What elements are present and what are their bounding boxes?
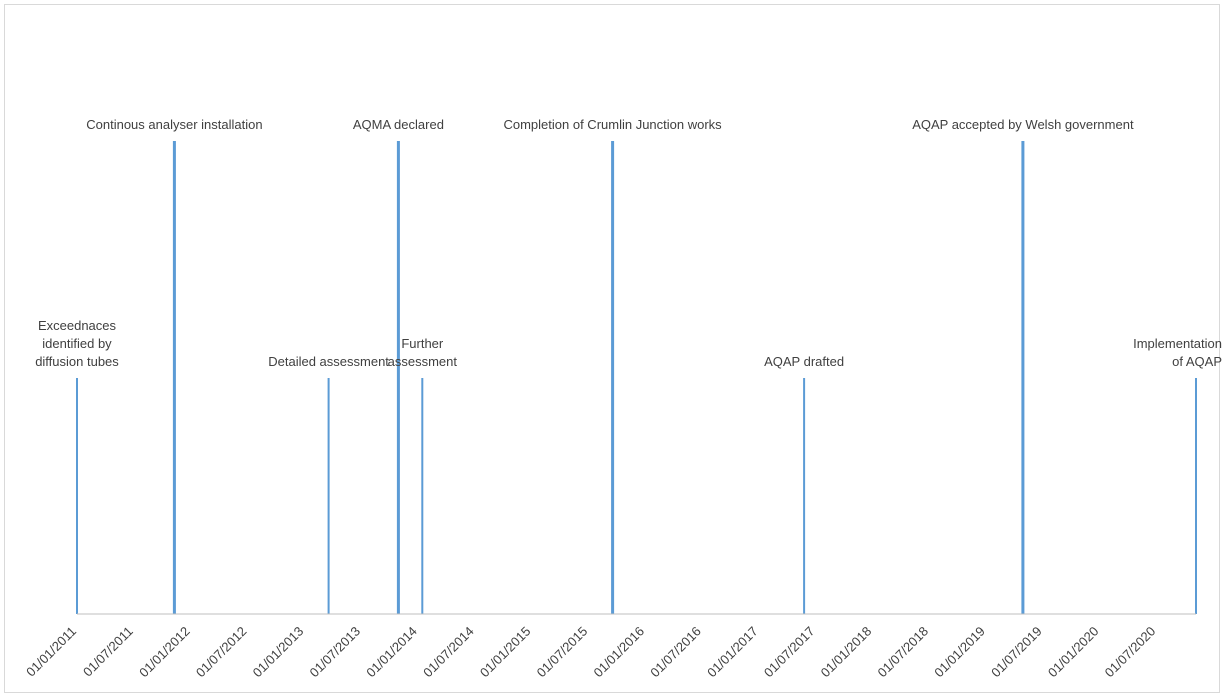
event-label-line: identified by [42,336,112,351]
x-tick-label: 01/07/2014 [420,624,477,681]
event-label: AQMA declared [353,117,444,132]
event-bar [421,378,424,614]
event-bar [172,141,176,614]
event-label-line: assessment [388,354,458,369]
x-tick-label: 01/07/2011 [80,624,136,680]
x-axis-tick-labels: 01/01/2011 01/07/2011 01/01/2012 01/07/2012… [23,624,1158,681]
event-label: Continous analyser installation [86,117,262,132]
event-label-line: Completion of Crumlin Junction works [503,117,722,132]
x-tick-label: 01/07/2016 [647,624,704,681]
event-label-line: Continous analyser installation [86,117,262,132]
event-label: Further assessment [388,336,458,369]
x-tick-label: 01/07/2013 [306,624,363,681]
event-bars [76,141,1197,614]
event-bar [1195,378,1197,614]
event-bar [76,378,78,614]
event-labels: Exceednaces identified by diffusion tubes C… [35,117,1222,369]
x-tick-label: 01/07/2020 [1102,624,1159,681]
x-tick-label: 01/01/2019 [931,624,988,681]
event-bar [803,378,806,614]
x-tick-label: 01/01/2017 [704,624,761,681]
x-tick-label: 01/01/2018 [818,624,875,681]
event-label: Exceednaces identified by diffusion tubes [35,318,119,369]
x-tick-label: 01/07/2012 [193,624,250,681]
event-label: Detailed assessment [268,354,389,369]
event-label-line: Implementation [1133,336,1222,351]
x-tick-label: 01/01/2013 [250,624,307,681]
event-label-line: Exceednaces [38,318,117,333]
event-label-line: diffusion tubes [35,354,119,369]
x-tick-label: 01/01/2011 [23,624,79,680]
x-tick-label: 01/01/2014 [363,624,420,681]
event-label-line: Detailed assessment [268,354,389,369]
x-tick-label: 01/01/2016 [590,624,647,681]
event-label-line: of AQAP [1172,354,1222,369]
event-label-line: AQAP drafted [764,354,844,369]
x-tick-label: 01/01/2012 [136,624,193,681]
x-tick-label: 01/01/2020 [1045,624,1102,681]
event-label: Completion of Crumlin Junction works [503,117,722,132]
event-bar [327,378,330,614]
x-tick-label: 01/07/2017 [761,624,818,681]
event-label-line: AQMA declared [353,117,444,132]
x-tick-label: 01/07/2018 [874,624,931,681]
x-tick-label: 01/01/2015 [477,624,534,681]
event-bar [611,141,615,614]
event-label: AQAP drafted [764,354,844,369]
event-label: AQAP accepted by Welsh government [912,117,1134,132]
event-bar [396,141,400,614]
event-bar [1021,141,1025,614]
x-tick-label: 01/07/2015 [534,624,591,681]
event-label-line: Further [401,336,444,351]
event-label: Implementation of AQAP [1133,336,1222,369]
event-label-line: AQAP accepted by Welsh government [912,117,1134,132]
x-tick-label: 01/07/2019 [988,624,1045,681]
